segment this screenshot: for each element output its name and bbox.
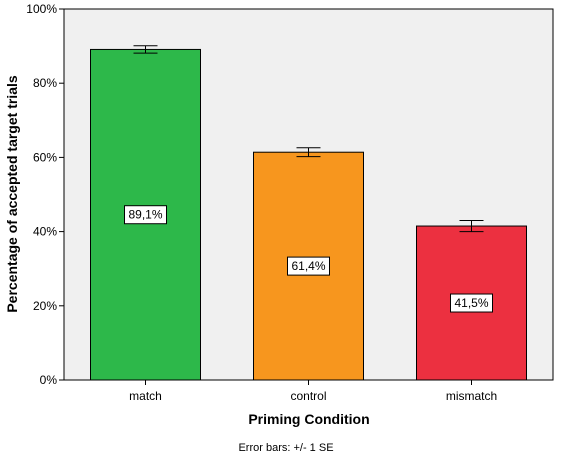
y-tick-label: 60% xyxy=(33,150,57,164)
bars: 89,1% 61,4% 41,5% xyxy=(90,45,527,381)
bar-value-label-box xyxy=(287,256,330,276)
x-tick-label: mismatch xyxy=(446,389,497,403)
x-tick-label: match xyxy=(129,389,162,403)
x-axis: match control mismatch xyxy=(129,380,497,403)
bar-value-label: 89,1% xyxy=(128,208,162,222)
y-axis-title: Percentage of accepted target trials xyxy=(4,75,20,313)
y-tick-label: 0% xyxy=(40,373,58,387)
bar-value-label-box xyxy=(124,205,167,225)
y-tick-label: 20% xyxy=(33,299,57,313)
y-tick-label: 40% xyxy=(33,225,57,239)
x-axis-title: Priming Condition xyxy=(248,411,369,427)
x-tick-label: control xyxy=(290,389,326,403)
bar-value-label: 41,5% xyxy=(454,296,488,310)
bar-value-label: 61,4% xyxy=(291,259,325,273)
error-bars-footnote: Error bars: +/- 1 SE xyxy=(238,442,333,454)
y-tick-label: 100% xyxy=(26,2,57,16)
y-axis: 0% 20% 40% 60% 80% 100% xyxy=(26,2,64,387)
y-tick-label: 80% xyxy=(33,76,57,90)
bar-value-label-box xyxy=(450,293,493,313)
